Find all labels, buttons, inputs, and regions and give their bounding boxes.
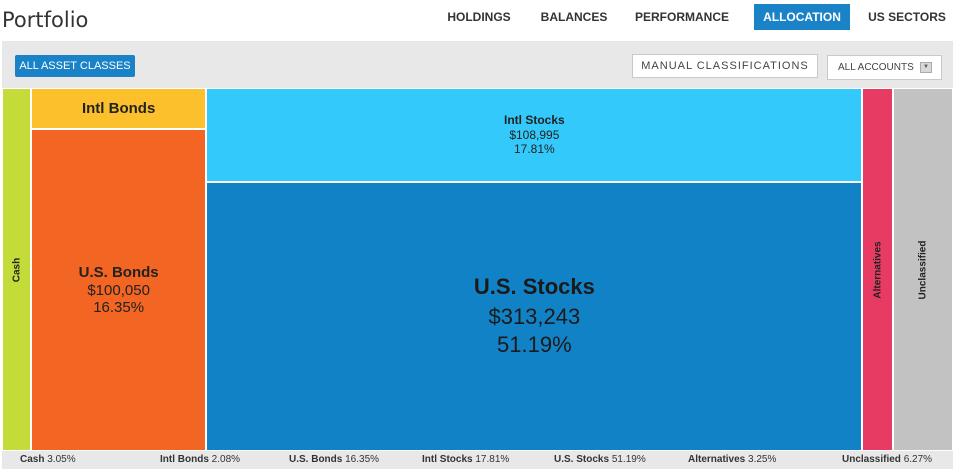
- tile-label-group-intl-bonds: Intl Bonds: [32, 89, 205, 128]
- allocation-panel: ALL ASSET CLASSES MANUAL CLASSIFICATIONS…: [2, 41, 953, 469]
- tile-u-s-stocks[interactable]: U.S. Stocks $313,243 51.19%: [206, 181, 863, 451]
- legend-name-unclassified: Unclassified: [842, 454, 901, 465]
- tab-allocation[interactable]: ALLOCATION: [754, 4, 850, 30]
- legend-percent-cash: 3.05%: [47, 454, 76, 465]
- legend-item-intl-bonds: Intl Bonds 2.08%: [160, 454, 240, 465]
- legend-percent-alternatives: 3.25%: [748, 454, 777, 465]
- tab-us-sectors[interactable]: US SECTORS: [868, 10, 946, 24]
- tab-performance[interactable]: PERFORMANCE: [634, 10, 729, 24]
- legend-percent-unclassified: 6.27%: [903, 454, 933, 465]
- manual-classifications-button[interactable]: MANUAL CLASSIFICATIONS: [632, 54, 818, 78]
- tile-name-u-s-bonds: U.S. Bonds: [78, 263, 159, 281]
- tile-name-intl-stocks: Intl Stocks: [504, 113, 565, 128]
- tile-intl-bonds[interactable]: Intl Bonds: [31, 88, 207, 129]
- tile-label-group-u-s-stocks: U.S. Stocks $313,243 51.19%: [207, 183, 861, 450]
- tile-name-u-s-stocks: U.S. Stocks: [473, 274, 595, 300]
- legend-item-intl-stocks: Intl Stocks 17.81%: [422, 454, 509, 465]
- tile-label-unclassified: Unclassified: [917, 240, 929, 299]
- accounts-select-value: ALL ACCOUNTS: [838, 62, 914, 73]
- tile-label-group-intl-stocks: Intl Stocks $108,995 17.81%: [207, 89, 861, 181]
- legend-item-u-s-stocks: U.S. Stocks 51.19%: [554, 454, 646, 465]
- tile-label-alternatives: Alternatives: [872, 240, 884, 299]
- legend-name-intl-stocks: Intl Stocks: [422, 454, 473, 465]
- legend-name-u-s-bonds: U.S. Bonds: [289, 454, 343, 465]
- view-tabs: HOLDINGS BALANCES PERFORMANCE ALLOCATION US …: [0, 4, 955, 30]
- legend-name-alternatives: Alternatives: [688, 454, 746, 465]
- tile-name-intl-bonds: Intl Bonds: [81, 99, 156, 117]
- tile-value-intl-stocks: $108,995: [509, 128, 560, 143]
- accounts-select[interactable]: ALL ACCOUNTS ▼: [827, 55, 942, 80]
- legend-percent-u-s-stocks: 51.19%: [611, 454, 646, 465]
- legend-item-u-s-bonds: U.S. Bonds 16.35%: [289, 454, 379, 465]
- tab-balances[interactable]: BALANCES: [540, 10, 608, 24]
- legend-name-cash: Cash: [20, 454, 45, 465]
- tile-percent-u-s-bonds: 16.35%: [93, 298, 145, 316]
- tile-alternatives[interactable]: Alternatives: [862, 88, 894, 451]
- tile-value-u-s-stocks: $313,243: [488, 304, 581, 330]
- tile-unclassified[interactable]: Unclassified: [893, 88, 953, 451]
- tile-u-s-bonds[interactable]: U.S. Bonds $100,050 16.35%: [31, 128, 207, 451]
- legend-item-alternatives: Alternatives 3.25%: [688, 454, 776, 465]
- all-asset-classes-button[interactable]: ALL ASSET CLASSES: [15, 55, 135, 77]
- allocation-treemap: Cash Intl Bonds U.S. Bonds $100,050 16.35% In…: [2, 88, 953, 451]
- legend-percent-u-s-bonds: 16.35%: [345, 454, 380, 465]
- tile-intl-stocks[interactable]: Intl Stocks $108,995 17.81%: [206, 88, 863, 182]
- allocation-legend: Cash 3.05% Intl Bonds 2.08% U.S. Bonds 16.…: [2, 452, 953, 469]
- legend-item-cash: Cash 3.05%: [20, 454, 76, 465]
- legend-percent-intl-stocks: 17.81%: [475, 454, 510, 465]
- dropdown-arrow-icon: ▼: [920, 62, 932, 73]
- tile-percent-u-s-stocks: 51.19%: [497, 332, 572, 358]
- tile-label-cash: Cash: [11, 257, 22, 282]
- top-bar: Portfolio HOLDINGS BALANCES PERFORMANCE ALL…: [0, 0, 955, 40]
- legend-item-unclassified: Unclassified 6.27%: [842, 454, 932, 465]
- tile-cash[interactable]: Cash: [2, 88, 31, 451]
- tab-holdings[interactable]: HOLDINGS: [447, 10, 511, 24]
- page-title: Portfolio: [2, 8, 89, 32]
- legend-name-intl-bonds: Intl Bonds: [160, 454, 209, 465]
- tile-label-group-u-s-bonds: U.S. Bonds $100,050 16.35%: [32, 130, 205, 450]
- legend-name-u-s-stocks: U.S. Stocks: [554, 454, 610, 465]
- legend-percent-intl-bonds: 2.08%: [211, 454, 241, 465]
- tile-percent-intl-stocks: 17.81%: [514, 142, 555, 157]
- tile-value-u-s-bonds: $100,050: [87, 281, 150, 299]
